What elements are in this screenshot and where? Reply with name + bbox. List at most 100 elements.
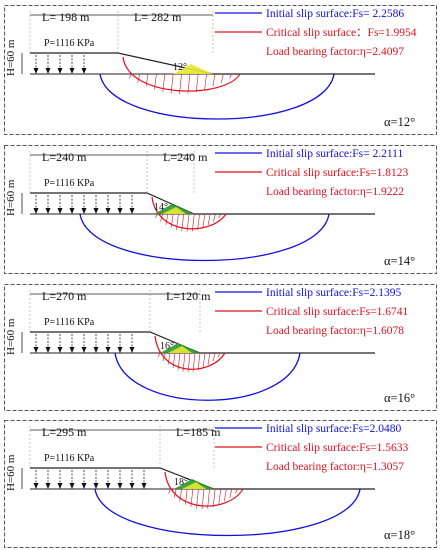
arrow-head: [81, 208, 87, 214]
slice-line: [137, 73, 141, 83]
height-label: H=60 m: [5, 454, 17, 491]
load-label: P=1116 KPa: [44, 178, 95, 189]
arrow-head: [81, 68, 87, 74]
panel-4: L=295 m L=185 m P=1116 KPa 18° H=60 m Initial…: [4, 420, 437, 548]
sliding-wedge-inner: [168, 346, 192, 353]
legend-factor-text: Load bearing factor:η=1.9222: [266, 186, 404, 198]
legend-initial-text: Initial slip surface:Fs= 2.2111: [266, 148, 403, 160]
arrow-head: [33, 208, 39, 214]
arrow-head: [57, 208, 63, 214]
slice-line: [179, 488, 183, 502]
arrow-head: [81, 347, 87, 353]
arrow-head: [81, 483, 87, 489]
slice-line: [191, 213, 195, 232]
height-label: H=60 m: [5, 179, 17, 216]
slice-line: [223, 488, 227, 502]
critical-slip-surface: [122, 56, 241, 92]
slice-line: [212, 488, 216, 508]
slice-line: [167, 352, 171, 366]
slice-line: [201, 488, 205, 510]
slice-line: [154, 73, 157, 90]
length-label-left: L=295 m: [42, 425, 87, 439]
alpha-label: α=18°: [384, 528, 415, 542]
arrow-head: [33, 347, 39, 353]
alpha-label: α=16°: [384, 391, 415, 405]
arrow-head: [69, 208, 75, 214]
arrow-head: [45, 483, 51, 489]
legend-initial-text: Initial slip surface:Fs=2.1395: [266, 287, 401, 299]
arrow-head: [117, 483, 123, 489]
sliding-wedge: [173, 64, 213, 74]
length-label-left: L=270 m: [42, 289, 87, 303]
arrow-head: [93, 208, 99, 214]
slice-line: [184, 488, 188, 505]
slice-line: [170, 73, 174, 94]
slice-line: [190, 488, 194, 508]
arrow-head: [45, 208, 51, 214]
slice-line: [182, 352, 186, 372]
arrow-head: [129, 483, 135, 489]
arrow-head: [57, 68, 63, 74]
slope-angle-label: 12°: [173, 62, 187, 73]
slice-line: [162, 73, 166, 93]
legend-initial-text: Initial slip surface:Fs= 2.2586: [266, 8, 404, 20]
slice-line: [212, 352, 216, 362]
critical-slip-surface: [164, 471, 244, 507]
slice-line: [235, 488, 238, 494]
slice-line: [212, 73, 216, 87]
slice-line: [160, 213, 163, 222]
slice-line: [187, 73, 191, 94]
arrow-head: [105, 208, 111, 214]
arrow-head: [117, 208, 123, 214]
legend-critical-text: Critical slip surface:Fs=1.6741: [266, 306, 408, 318]
slice-line: [173, 488, 177, 498]
slice-line: [220, 73, 224, 83]
load-label: P=1116 KPa: [44, 317, 95, 328]
length-label-right: L=120 m: [166, 289, 211, 303]
slice-line: [186, 213, 190, 232]
slice-line: [202, 352, 206, 369]
slice-line: [179, 73, 182, 95]
slice-line: [218, 488, 222, 505]
slice-line: [176, 213, 179, 230]
arrow-head: [69, 483, 75, 489]
legend-factor-text: Load bearing factor:η=2.4097: [266, 46, 404, 58]
arrow-head: [57, 483, 63, 489]
slice-line: [213, 213, 216, 222]
arrow-head: [69, 347, 75, 353]
slice-line: [229, 488, 233, 498]
arrow-head: [129, 208, 135, 214]
slice-line: [217, 352, 221, 358]
slice-line: [165, 213, 169, 226]
initial-slip-surface: [114, 352, 301, 401]
slope-angle-label: 18°: [174, 477, 188, 488]
slice-line: [204, 73, 207, 90]
arrow-head: [69, 68, 75, 74]
arrow-head: [141, 483, 147, 489]
load-label: P=1116 KPa: [44, 453, 95, 464]
slice-line: [172, 352, 176, 369]
slice-line: [192, 352, 196, 372]
slice-line: [157, 352, 161, 358]
slice-line: [155, 213, 158, 219]
slice-line: [218, 213, 221, 219]
legend-factor-text: Load bearing factor:η=1.3057: [266, 461, 404, 473]
slice-line: [202, 213, 206, 228]
critical-slip-surface: [154, 335, 226, 370]
slice-line: [177, 352, 181, 371]
arrow-head: [105, 483, 111, 489]
arrow-head: [117, 347, 123, 353]
slice-line: [207, 213, 211, 226]
slice-line: [207, 488, 210, 509]
alpha-label: α=14°: [384, 254, 415, 268]
sliding-wedge-inner: [182, 482, 206, 489]
panel-frame: [4, 5, 437, 135]
length-label-left: L=240 m: [42, 150, 87, 164]
slice-line: [129, 73, 132, 79]
length-label-right: L=185 m: [176, 425, 221, 439]
height-label: H=60 m: [5, 318, 17, 355]
arrow-head: [93, 483, 99, 489]
initial-slip-surface: [99, 73, 335, 120]
alpha-label: α=12°: [384, 115, 415, 129]
